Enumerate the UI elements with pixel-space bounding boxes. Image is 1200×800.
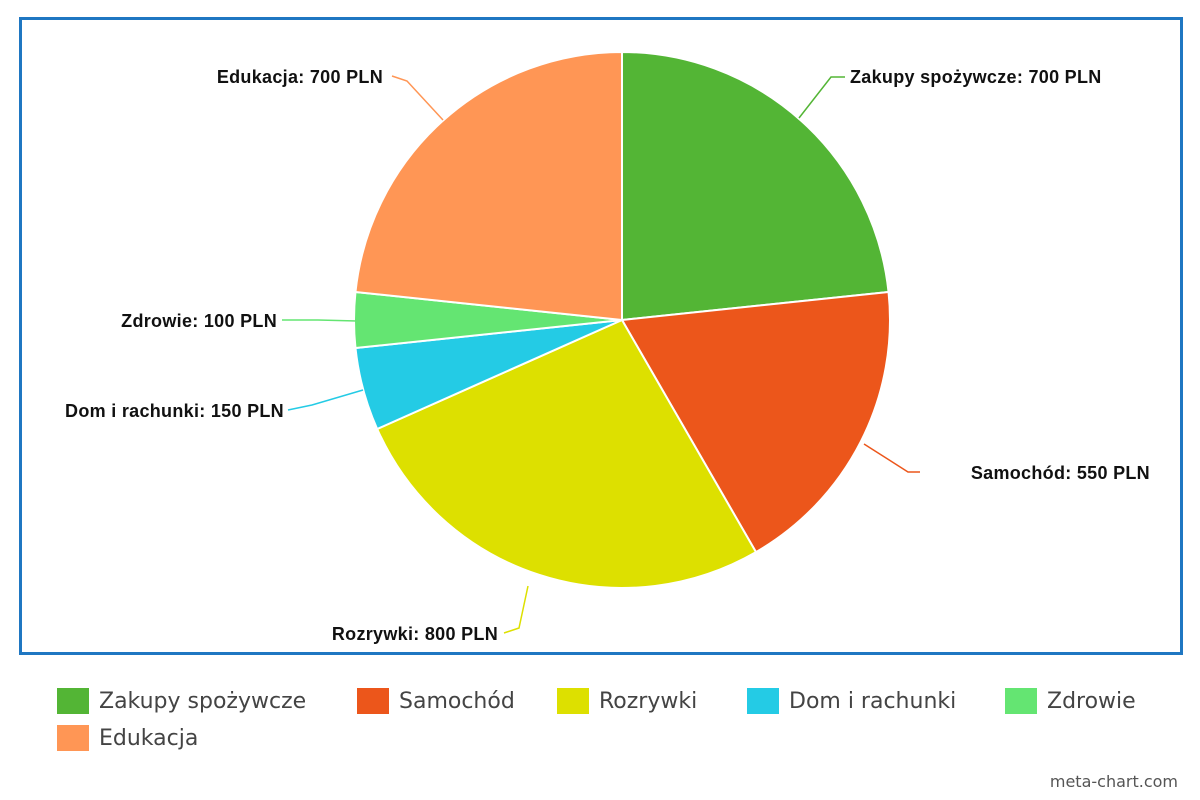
legend-item-2[interactable]: Samochód <box>357 686 515 716</box>
legend-swatch <box>57 688 89 714</box>
legend-swatch <box>57 725 89 751</box>
chart-frame: Zakupy spożywcze: 700 PLN Samochód: 550 P… <box>19 17 1183 655</box>
legend-item-3[interactable]: Rozrywki <box>557 686 697 716</box>
legend-item-1[interactable]: Zakupy spożywcze <box>57 686 306 716</box>
legend-swatch <box>1005 688 1037 714</box>
labels-layer: Zakupy spożywcze: 700 PLN Samochód: 550 P… <box>65 67 1150 644</box>
legend-swatch <box>557 688 589 714</box>
legend-item-4[interactable]: Dom i rachunki <box>747 686 956 716</box>
slice-label-1: Zakupy spożywcze: 700 PLN <box>850 67 1102 87</box>
slice-label-2: Samochód: 550 PLN <box>971 463 1150 483</box>
legend-label: Rozrywki <box>599 688 698 714</box>
legend-label: Zakupy spożywcze <box>99 688 307 714</box>
legend-item-5[interactable]: Zdrowie <box>1005 686 1136 716</box>
legend-swatch <box>747 688 779 714</box>
slices-layer <box>353 51 891 589</box>
pie-slice-2[interactable] <box>621 290 891 554</box>
legend-label: Samochód <box>399 688 515 714</box>
credit-text[interactable]: meta-chart.com <box>1049 772 1178 791</box>
leader-line-5 <box>282 319 358 322</box>
leader-lines-layer <box>282 75 920 634</box>
pie-slice-6[interactable] <box>354 51 623 321</box>
slice-label-4: Dom i rachunki: 150 PLN <box>65 401 284 421</box>
slice-label-3: Rozrywki: 800 PLN <box>332 624 498 644</box>
leader-line-2 <box>863 443 920 473</box>
pie-slice-1[interactable] <box>621 51 890 321</box>
leader-line-6 <box>391 75 444 121</box>
pie-chart: Zakupy spożywcze: 700 PLN Samochód: 550 P… <box>65 51 1150 644</box>
slice-label-6: Edukacja: 700 PLN <box>217 67 383 87</box>
leader-line-3 <box>503 585 529 634</box>
legend-label: Edukacja <box>99 725 199 751</box>
legend-item-6[interactable]: Edukacja <box>57 723 198 753</box>
legend-swatch <box>357 688 389 714</box>
legend-label: Zdrowie <box>1047 688 1136 714</box>
slice-label-5: Zdrowie: 100 PLN <box>121 311 277 331</box>
legend-label: Dom i rachunki <box>789 688 957 714</box>
leader-line-4 <box>287 389 364 411</box>
leader-line-1 <box>798 76 845 119</box>
